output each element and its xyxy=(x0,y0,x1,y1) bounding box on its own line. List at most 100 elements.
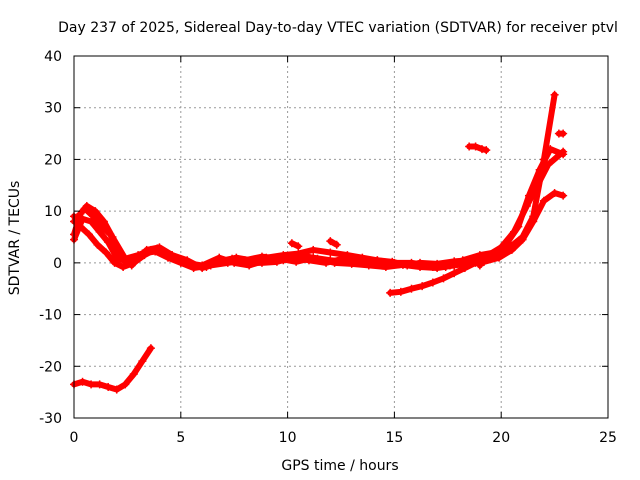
data-point xyxy=(104,382,113,391)
data-point xyxy=(287,253,296,262)
data-point xyxy=(386,288,395,297)
data-point xyxy=(424,261,433,270)
y-tick-label: 30 xyxy=(44,101,62,117)
data-point xyxy=(529,217,538,226)
data-point xyxy=(396,287,405,296)
data-point xyxy=(127,261,136,270)
series-track-10 xyxy=(475,252,489,270)
data-point xyxy=(477,145,486,154)
data-point xyxy=(84,230,93,239)
data-point xyxy=(119,262,128,271)
data-markers xyxy=(70,90,568,394)
data-point xyxy=(168,251,177,260)
data-point xyxy=(198,264,207,273)
data-point xyxy=(322,258,331,267)
data-point xyxy=(507,245,516,254)
data-point xyxy=(458,256,467,265)
data-point xyxy=(80,204,89,213)
data-point xyxy=(471,142,480,151)
data-point xyxy=(546,145,555,154)
data-point xyxy=(482,146,491,155)
data-point xyxy=(287,239,296,248)
data-point xyxy=(559,129,568,138)
data-point xyxy=(114,248,123,257)
data-point xyxy=(480,252,489,261)
data-point xyxy=(550,189,559,198)
data-point xyxy=(503,238,512,247)
series-track xyxy=(71,91,558,270)
data-point xyxy=(304,256,313,265)
data-point xyxy=(524,191,533,200)
data-point xyxy=(439,274,448,283)
y-tick-label: -30 xyxy=(39,411,62,427)
data-point xyxy=(272,257,281,266)
data-point xyxy=(559,191,568,200)
data-point xyxy=(89,212,98,221)
data-point xyxy=(539,196,548,205)
data-point xyxy=(142,245,151,254)
data-point xyxy=(309,245,318,254)
plot-frame xyxy=(73,55,609,419)
chart-title: Day 237 of 2025, Sidereal Day-to-day VTE… xyxy=(58,20,618,36)
x-tick-label: 25 xyxy=(599,430,617,446)
data-point xyxy=(95,380,104,389)
x-axis-label: GPS time / hours xyxy=(281,458,398,474)
data-point xyxy=(121,380,130,389)
x-tick-label: 10 xyxy=(279,430,297,446)
data-point xyxy=(326,237,335,246)
data-point xyxy=(428,278,437,287)
data-point xyxy=(102,248,111,257)
data-point xyxy=(559,150,568,159)
data-point xyxy=(213,258,222,267)
grid-lines xyxy=(74,56,608,418)
data-point xyxy=(460,264,469,273)
data-point xyxy=(550,90,559,99)
data-point xyxy=(183,256,192,265)
data-point xyxy=(475,261,484,270)
data-point xyxy=(441,262,450,271)
data-point xyxy=(514,222,523,231)
data-point xyxy=(339,254,348,263)
series-track xyxy=(71,345,154,393)
data-point xyxy=(356,258,365,267)
data-point xyxy=(418,282,427,291)
data-point xyxy=(326,248,335,257)
data-point xyxy=(95,227,104,236)
y-tick-label: 40 xyxy=(44,49,62,65)
y-tick-label: 10 xyxy=(44,204,62,220)
data-point xyxy=(407,258,416,267)
data-point xyxy=(407,284,416,293)
x-tick-label: 5 xyxy=(176,430,185,446)
y-axis-label: SDTVAR / TECUs xyxy=(7,181,23,296)
data-point xyxy=(155,243,164,252)
series-track-5 xyxy=(70,344,155,394)
data-point xyxy=(97,222,106,231)
data-point xyxy=(492,248,501,257)
data-point xyxy=(129,370,138,379)
data-point xyxy=(518,235,527,244)
data-point xyxy=(228,254,237,263)
y-tick-label: 20 xyxy=(44,152,62,168)
data-point xyxy=(110,258,119,267)
data-point xyxy=(332,240,341,249)
data-point xyxy=(91,207,100,216)
data-point xyxy=(93,240,102,249)
series-track-1 xyxy=(70,90,559,271)
data-point xyxy=(112,385,121,394)
data-point xyxy=(138,357,147,366)
x-tick-label: 15 xyxy=(385,430,403,446)
series-track-11 xyxy=(554,129,568,138)
data-point xyxy=(495,253,504,262)
data-point xyxy=(373,256,382,265)
data-point xyxy=(257,258,266,267)
data-point xyxy=(87,380,96,389)
x-tick-label: 0 xyxy=(70,430,79,446)
data-point xyxy=(450,269,459,278)
data-point xyxy=(76,222,85,231)
y-tick-label: -10 xyxy=(39,308,62,324)
data-point xyxy=(146,344,155,353)
data-point xyxy=(535,165,544,174)
data-point xyxy=(106,230,115,239)
axis-ticks: 0 5 10 15 20 25 -30 -20 -10 0 10 20 30 40 xyxy=(39,49,617,446)
